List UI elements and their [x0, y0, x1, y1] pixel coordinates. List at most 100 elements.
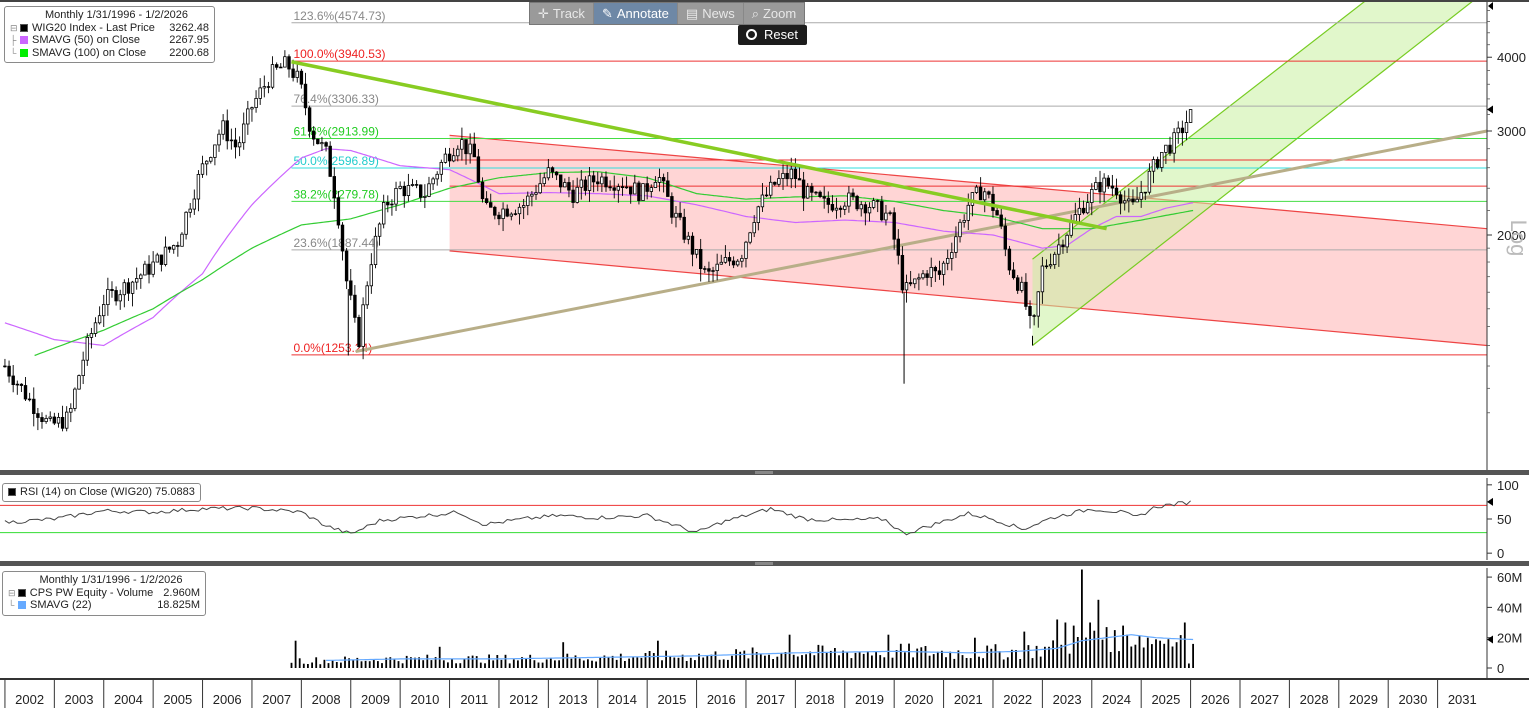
tree-expand-icon[interactable]: ⊟ [10, 22, 18, 33]
volume-bar [340, 662, 342, 668]
candle-down [159, 254, 164, 265]
volume-bar [883, 657, 886, 668]
volume-bar [372, 659, 375, 668]
volume-bar [718, 659, 721, 668]
volume-bar [710, 654, 713, 668]
volume-bar [451, 659, 453, 668]
candle-down [645, 183, 649, 192]
last-price-marker [1487, 105, 1493, 114]
x-tick-label: 2010 [410, 692, 439, 707]
candlestick-series [3, 50, 1193, 432]
candle-up [250, 107, 254, 110]
legend-series-value: 2.960M [163, 586, 200, 599]
volume-bar [854, 652, 857, 668]
tree-branch-icon: └ [10, 47, 17, 58]
volume-bar [368, 661, 371, 668]
candle-down [225, 120, 229, 142]
reset-button[interactable]: Reset [738, 25, 807, 45]
candle-down [1061, 244, 1065, 248]
volume-bar [1130, 646, 1133, 668]
volume-bar [1175, 642, 1178, 668]
candle-down [559, 174, 563, 188]
tree-expand-icon[interactable]: ⊟ [8, 587, 16, 598]
candle-down [274, 64, 279, 68]
x-axis: 2002 2003 2004 2005 2006 2007 2008 2009 2010 2011… [4, 678, 1477, 708]
volume-bar [747, 658, 750, 668]
volume-bar [607, 657, 610, 668]
zoom-button[interactable]: ⌕ Zoom [744, 3, 805, 24]
x-tick-label: 2008 [312, 692, 341, 707]
candle-down [1081, 207, 1086, 214]
legend-row-volume-sma[interactable]: └ SMAVG (22) 18.825M [8, 599, 200, 612]
volume-bar [475, 656, 478, 668]
candle-up [394, 187, 398, 205]
volume-bar [998, 651, 1001, 668]
volume-bar [994, 644, 997, 668]
volume-bar [405, 655, 408, 668]
volume-bar [554, 660, 556, 668]
candle-up [579, 179, 583, 188]
x-tick-label: 2029 [1349, 692, 1378, 707]
volume-bar [1039, 656, 1042, 668]
volume-bar [990, 648, 993, 668]
candle-down [764, 194, 769, 197]
candle-up [616, 186, 620, 191]
candle-up [950, 252, 954, 259]
volume-bar [949, 651, 952, 668]
legend-row-wig20[interactable]: ⊟ WIG20 Index - Last Price 3262.48 [10, 22, 209, 35]
rsi-panel[interactable]: 0 50 100 [0, 478, 1519, 561]
legend-row-sma50[interactable]: ├ SMAVG (50) on Close 2267.95 [10, 34, 209, 47]
news-button[interactable]: ▤ News [678, 3, 744, 24]
volume-tick-label: 20M [1497, 631, 1522, 646]
candle-up [77, 375, 81, 390]
legend-row-volume[interactable]: ⊟ CPS PW Equity - Volume 2.960M [8, 587, 200, 600]
candle-down [999, 214, 1003, 227]
candle-up [719, 261, 723, 265]
green-channel-upper [1032, 0, 1368, 260]
candle-down [826, 197, 830, 205]
candle-down [1168, 144, 1172, 154]
x-tick-label: 2028 [1300, 692, 1329, 707]
annotate-button[interactable]: ✎ Annotate [593, 3, 678, 24]
volume-bar [796, 656, 799, 668]
candle-up [711, 270, 715, 272]
candle-up [884, 212, 888, 221]
candle-down [925, 273, 929, 278]
candle-up [501, 208, 505, 220]
volume-bar [611, 655, 614, 668]
price-panel[interactable]: 161.8%(7167.07)123.6%(4574.73)100.0%(394… [3, 0, 1529, 470]
candle-up [740, 257, 744, 262]
volume-bar [603, 655, 606, 668]
news-label: News [702, 6, 735, 21]
volume-bar [916, 648, 919, 668]
candle-up [847, 192, 851, 207]
candle-up [56, 416, 61, 424]
track-button[interactable]: ✛ Track [530, 3, 594, 24]
candle-up [522, 205, 526, 208]
candle-down [801, 179, 806, 199]
volume-panel[interactable]: 0 20M 40M 60M [290, 568, 1523, 678]
legend-row-sma100[interactable]: └ SMAVG (100) on Close 2200.68 [10, 47, 209, 60]
volume-bar [689, 657, 692, 668]
candle-down [797, 178, 802, 181]
volume-bar [1101, 639, 1104, 668]
candle-down [287, 56, 291, 70]
candle-down [324, 142, 328, 147]
candle-up [814, 191, 818, 194]
volume-bar [772, 659, 774, 668]
candle-down [1098, 181, 1102, 193]
candle-up [196, 173, 201, 200]
candle-up [694, 248, 699, 255]
candle-down [670, 196, 674, 218]
candle-down [896, 238, 900, 256]
price-legend-header: Monthly 1/31/1996 - 1/2/2026 [44, 9, 189, 21]
candle-up [184, 211, 188, 235]
volume-bar [941, 650, 943, 668]
volume-bar [471, 655, 474, 668]
volume-legend: Monthly 1/31/1996 - 1/2/2026 ⊟ CPS PW Eq… [2, 571, 206, 616]
candle-down [876, 200, 880, 202]
volume-tick-label: 0 [1497, 661, 1504, 676]
volume-bar [463, 659, 466, 668]
volume-bar [1002, 659, 1005, 668]
volume-bar [731, 655, 733, 668]
